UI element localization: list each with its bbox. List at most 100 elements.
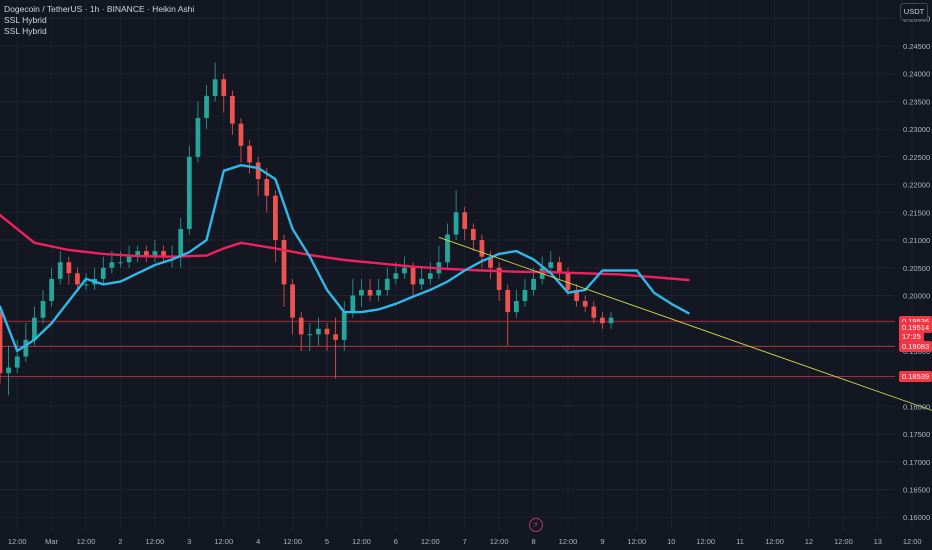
time-tick-label: 9	[600, 537, 604, 546]
price-tick-label: 0.22000	[903, 181, 930, 190]
candle-body	[462, 212, 468, 229]
candle-body	[14, 356, 20, 368]
candles	[0, 62, 614, 396]
price-tick-label: 0.24000	[903, 70, 930, 79]
time-tick-label: 4	[256, 537, 260, 546]
ssl-hybrid-line-2	[0, 163, 690, 353]
indicator-ssl-hybrid-2[interactable]: SSL Hybrid	[4, 26, 47, 36]
time-tick-label: Mar	[45, 537, 58, 546]
chart-legend: Dogecoin / TetherUS · 1h · BINANCE · Hei…	[4, 4, 194, 37]
candle-body	[186, 156, 192, 229]
trendline	[438, 236, 932, 411]
candle-body	[143, 251, 149, 257]
candle-body	[565, 273, 571, 290]
candle-body	[6, 367, 11, 374]
time-tick-label: 12:00	[834, 537, 853, 546]
candle-body	[600, 317, 605, 324]
time-tick-label: 7	[463, 537, 467, 546]
currency-button[interactable]: USDT	[900, 3, 928, 20]
candle-body	[316, 328, 321, 335]
indicator-ssl-hybrid-1[interactable]: SSL Hybrid	[4, 15, 47, 25]
time-tick-label: 12:00	[283, 537, 302, 546]
time-tick-label: 11	[736, 537, 744, 546]
candle-body	[0, 312, 3, 374]
candle-body	[264, 179, 270, 196]
price-tick-label: 0.16000	[903, 513, 930, 522]
time-tick-label: 12	[805, 537, 813, 546]
candle-body	[273, 195, 278, 241]
candle-body	[23, 339, 29, 357]
price-tick-label: 0.21000	[903, 236, 930, 245]
time-tick-label: 12:00	[903, 537, 922, 546]
price-tick-label: 0.16500	[903, 486, 930, 495]
candle-body	[479, 240, 485, 257]
candle-body	[591, 306, 597, 318]
time-tick-label: 3	[187, 537, 191, 546]
candle-body	[445, 234, 450, 263]
price-tick-label: 0.23500	[903, 97, 930, 106]
time-tick-label: 10	[667, 537, 675, 546]
candle-body	[608, 317, 614, 324]
candle-body	[427, 273, 433, 279]
time-tick-label: 12:00	[696, 537, 715, 546]
candle-body	[247, 145, 252, 163]
candle-body	[548, 262, 554, 268]
candle-body	[384, 278, 390, 290]
candle-body	[152, 251, 158, 257]
price-tag: 0.18539	[899, 370, 932, 382]
price-tick-label: 0.23000	[903, 125, 930, 134]
time-tick-label: 12:00	[214, 537, 233, 546]
candle-body	[135, 251, 141, 257]
price-tick-label: 0.20000	[903, 291, 930, 300]
ssl-hybrid-lines	[0, 163, 690, 353]
ssl-hybrid-line-1	[0, 213, 690, 282]
candle-body	[522, 289, 528, 302]
candle-body	[83, 284, 89, 286]
price-tick-label: 0.24500	[903, 42, 930, 51]
candle-body	[195, 118, 201, 157]
candle-body	[453, 212, 459, 235]
symbol-title[interactable]: Dogecoin / TetherUS · 1h · BINANCE · Hei…	[4, 4, 195, 14]
candle-body	[66, 262, 72, 274]
candle-body	[393, 273, 399, 279]
candle-body	[359, 289, 364, 296]
candle-body	[281, 240, 287, 285]
candle-body	[178, 228, 184, 257]
candle-body	[40, 301, 46, 318]
candle-body	[118, 262, 123, 264]
candle-body	[376, 289, 382, 296]
price-tick-label: 0.22500	[903, 153, 930, 162]
time-axis[interactable]: 12:00 Mar 12:00 2 12:00 3 12:00 4 12:00 5 12:00 6 12…	[8, 537, 932, 546]
time-tick-label: 12:00	[421, 537, 440, 546]
candle-body	[32, 317, 37, 340]
candle-body	[496, 267, 502, 290]
time-tick-label: 12:00	[627, 537, 646, 546]
horizontal-levels	[0, 320, 895, 377]
candle-body	[419, 278, 425, 285]
time-tick-label: 12:00	[352, 537, 371, 546]
time-tick-label: 6	[394, 537, 398, 546]
price-axis[interactable]: 0.160000.165000.170000.175000.180000.185…	[903, 14, 930, 522]
candle-body	[57, 262, 63, 279]
candle-body	[75, 273, 80, 285]
price-tick-label: 0.17000	[903, 458, 930, 467]
time-tick-label: 12:00	[559, 537, 578, 546]
candle-body	[290, 284, 295, 318]
candle-body	[513, 301, 519, 313]
countdown-label: 17:25	[899, 332, 924, 342]
time-tick-label: 12:00	[77, 537, 96, 546]
trendline-line	[438, 236, 932, 411]
lightning-icon[interactable]: ⚡	[529, 518, 543, 532]
candle-body	[109, 262, 115, 268]
price-tag: 0.19083	[899, 340, 932, 352]
candle-body	[307, 334, 313, 336]
time-tick-label: 5	[325, 537, 329, 546]
time-tick-label: 12:00	[765, 537, 784, 546]
candle-body	[350, 295, 356, 313]
candle-body	[221, 79, 227, 96]
price-tag: 0.19514	[899, 321, 932, 333]
time-tick-label: 13	[874, 537, 882, 546]
candle-body	[100, 267, 106, 279]
price-tag: 0.19536	[899, 315, 932, 327]
